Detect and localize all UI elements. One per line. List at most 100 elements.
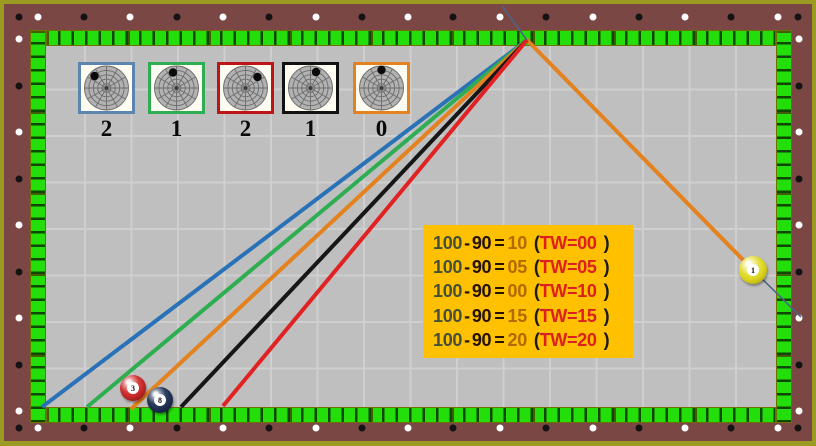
operator: - — [464, 281, 470, 302]
equals-sign: = — [494, 233, 505, 253]
result-value: 15 — [507, 305, 527, 326]
diamond-bottom — [265, 424, 273, 432]
diamond-top — [794, 13, 802, 21]
tip-contact-dot — [253, 72, 262, 82]
subtrahend: 90 — [471, 233, 492, 253]
diamond-top — [635, 13, 643, 21]
diamond-top — [34, 13, 42, 21]
cushion-top — [46, 30, 776, 46]
diamond-top — [80, 13, 88, 21]
equals-sign: = — [494, 305, 505, 326]
diamond-left — [15, 407, 23, 415]
diamond-bottom — [542, 424, 550, 432]
operator: - — [464, 257, 470, 278]
formula-row: 100-90 = 20 (TW=20) — [433, 328, 633, 352]
tw-value: TW=00 — [539, 233, 597, 253]
diamond-bottom — [358, 424, 366, 432]
diamond-bottom — [449, 424, 457, 432]
diamond-bottom — [404, 424, 412, 432]
cueball-target-box[interactable] — [217, 62, 274, 114]
formula-row: 100-90 = 05 (TW=05) — [433, 255, 633, 279]
tip-contact-dot — [377, 65, 386, 75]
diamond-right — [795, 35, 803, 43]
diamond-left — [15, 128, 23, 136]
diamond-right — [795, 221, 803, 229]
equals-sign: = — [494, 329, 505, 350]
diamond-top — [727, 13, 735, 21]
diamond-right — [795, 128, 803, 136]
diamond-left — [15, 314, 23, 322]
minuend: 100 — [433, 281, 463, 302]
spin-option-3[interactable]: 1 — [282, 62, 339, 141]
cueball-target-box[interactable] — [148, 62, 205, 114]
spin-option-1[interactable]: 1 — [148, 62, 205, 141]
cueball-target-box[interactable] — [78, 62, 135, 114]
diamond-top — [126, 13, 134, 21]
minuend: 100 — [433, 305, 463, 326]
diamond-bottom — [589, 424, 597, 432]
subtrahend: 90 — [471, 305, 492, 326]
diamond-top — [404, 13, 412, 21]
cueball-target-box[interactable] — [353, 62, 410, 114]
cueball-target-icon — [84, 65, 129, 111]
ball-number: 8 — [154, 394, 166, 406]
diamond-bottom — [126, 424, 134, 432]
cueball-target-icon — [288, 65, 333, 111]
spin-tips-label: 1 — [304, 116, 317, 141]
diamond-bottom — [173, 424, 181, 432]
ball-3[interactable]: 3 — [120, 375, 146, 401]
diamond-top — [219, 13, 227, 21]
operator: - — [464, 233, 470, 253]
diamond-right — [795, 314, 803, 322]
diamond-bottom — [34, 424, 42, 432]
formula-row: 100-90 = 15 (TW=15) — [433, 304, 633, 328]
tw-value: TW=20 — [539, 329, 597, 350]
diamond-bottom — [496, 424, 504, 432]
ball-number: 1 — [747, 264, 759, 276]
diamond-bottom — [312, 424, 320, 432]
equals-sign: = — [494, 281, 505, 302]
diamond-top — [358, 13, 366, 21]
diamond-bottom — [80, 424, 88, 432]
diamond-bottom — [681, 424, 689, 432]
diamond-left — [15, 82, 23, 90]
tw-value: TW=10 — [539, 281, 597, 302]
diamond-left — [15, 361, 23, 369]
operator: - — [464, 305, 470, 326]
cueball-target-icon — [223, 65, 268, 111]
spin-tips-label: 2 — [100, 116, 113, 141]
result-value: 05 — [507, 257, 527, 278]
diamond-bottom — [15, 424, 23, 432]
tip-contact-dot — [90, 71, 99, 81]
cueball-target-box[interactable] — [282, 62, 339, 114]
paren-close: ) — [603, 305, 610, 326]
ball-1[interactable]: 1 — [739, 256, 767, 284]
ball-8[interactable]: 8 — [147, 387, 173, 413]
spin-option-2[interactable]: 2 — [217, 62, 274, 141]
subtrahend: 90 — [471, 257, 492, 278]
diamond-bottom — [774, 424, 782, 432]
diamond-right — [795, 407, 803, 415]
minuend: 100 — [433, 233, 463, 253]
diamond-top — [173, 13, 181, 21]
minuend: 100 — [433, 329, 463, 350]
spin-option-0[interactable]: 2 — [78, 62, 135, 141]
formula-row: 100-90 = 10 (TW=00) — [433, 231, 633, 255]
diamond-top — [15, 13, 23, 21]
diamond-bottom — [219, 424, 227, 432]
spin-tips-label: 0 — [375, 116, 388, 141]
spin-tips-label: 2 — [239, 116, 252, 141]
diamond-left — [15, 35, 23, 43]
diamond-top — [449, 13, 457, 21]
spin-option-4[interactable]: 0 — [353, 62, 410, 141]
diamond-right — [795, 82, 803, 90]
tw-value: TW=05 — [539, 257, 597, 278]
diamond-right — [795, 268, 803, 276]
equals-sign: = — [494, 257, 505, 278]
diamond-top — [681, 13, 689, 21]
diamond-bottom — [727, 424, 735, 432]
diamond-top — [542, 13, 550, 21]
diamond-top — [589, 13, 597, 21]
diamond-left — [15, 268, 23, 276]
cushion-left — [30, 30, 46, 423]
